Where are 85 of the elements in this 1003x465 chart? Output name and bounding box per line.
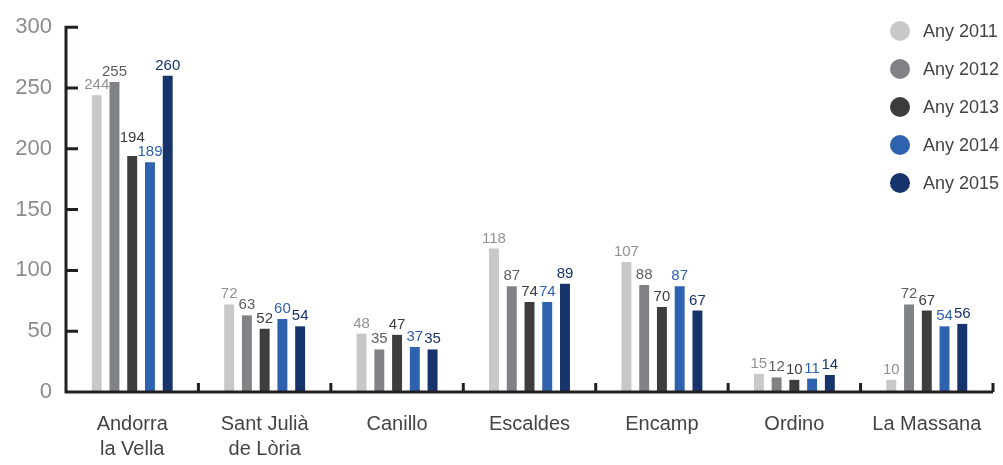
bar	[356, 333, 367, 392]
bar	[692, 310, 703, 392]
data-label: 52	[256, 308, 273, 326]
data-label: 56	[953, 303, 971, 321]
bar	[277, 319, 288, 392]
legend-label: Any 2013	[922, 96, 999, 118]
data-label: 72	[900, 284, 918, 302]
bar	[904, 304, 915, 392]
data-label: 37	[406, 327, 424, 345]
data-label: 47	[388, 314, 406, 332]
data-label: 72	[220, 284, 238, 302]
data-label: 88	[635, 264, 653, 282]
bar	[674, 286, 685, 392]
data-label: 54	[936, 306, 953, 324]
bar	[506, 286, 517, 392]
data-label: 87	[671, 266, 689, 284]
bar	[224, 304, 235, 392]
data-label: 11	[804, 358, 820, 376]
bar	[789, 379, 800, 392]
legend-label: Any 2014	[922, 134, 999, 156]
data-label: 12	[768, 357, 785, 375]
bar	[542, 302, 553, 392]
bar	[957, 323, 968, 392]
bar	[259, 328, 270, 392]
data-label: 15	[750, 353, 768, 371]
data-label: 67	[918, 290, 936, 308]
bar	[824, 374, 835, 392]
data-label: 74	[538, 282, 556, 300]
bar	[621, 261, 632, 392]
bar	[807, 378, 818, 392]
bar	[886, 379, 897, 392]
x-tick-label: Sant Julià de Lòria	[220, 412, 310, 460]
data-label: 70	[653, 286, 671, 304]
data-label: 67	[689, 290, 706, 308]
data-label: 107	[613, 241, 639, 259]
bar	[162, 75, 173, 392]
y-tick-label: 300	[15, 13, 52, 39]
bar	[489, 248, 499, 392]
bar	[771, 377, 782, 392]
bar	[374, 349, 385, 392]
data-label: 54	[291, 306, 309, 324]
bar	[144, 162, 155, 392]
bar	[524, 302, 535, 392]
bar	[295, 326, 306, 392]
x-tick-label: Canillo	[366, 412, 428, 435]
data-label: 35	[370, 329, 388, 347]
bar	[427, 349, 438, 392]
data-label: 60	[274, 299, 291, 317]
data-label: 118	[482, 228, 506, 246]
bar	[241, 315, 252, 392]
bar	[656, 306, 667, 392]
data-label: 10	[882, 359, 900, 377]
bar	[109, 81, 120, 392]
data-label: 89	[556, 263, 574, 281]
bar	[939, 326, 950, 392]
legend-label: Any 2011	[922, 20, 998, 42]
data-label: 14	[821, 354, 839, 372]
data-label: 87	[503, 266, 521, 284]
y-tick-label: 100	[15, 256, 52, 282]
bar	[409, 347, 420, 392]
bar	[91, 95, 102, 392]
bar	[639, 284, 650, 392]
y-tick-label: 0	[39, 378, 52, 404]
x-tick-label: Andorra la Vella	[96, 412, 169, 460]
legend-label: Any 2015	[922, 172, 999, 194]
data-label: 74	[521, 282, 538, 300]
y-tick-label: 150	[15, 195, 52, 221]
data-label: 35	[424, 329, 441, 347]
legend-label: Any 2012	[922, 58, 999, 80]
y-tick-label: 50	[27, 317, 52, 343]
data-label: 10	[786, 359, 803, 377]
bar	[921, 310, 932, 392]
x-tick-label: Ordino	[764, 412, 825, 435]
x-tick-label: Escaldes	[488, 412, 571, 435]
y-tick-label: 200	[15, 134, 52, 160]
data-label: 63	[238, 295, 256, 313]
bar	[560, 283, 570, 392]
x-tick-label: Encamp	[625, 412, 699, 435]
x-tick-label: La Massana	[872, 412, 983, 435]
data-label: 48	[353, 313, 370, 331]
y-tick-label: 250	[15, 74, 52, 100]
bar	[753, 373, 764, 392]
bar	[127, 156, 138, 392]
data-label: 260	[155, 55, 181, 73]
bar	[392, 334, 403, 392]
